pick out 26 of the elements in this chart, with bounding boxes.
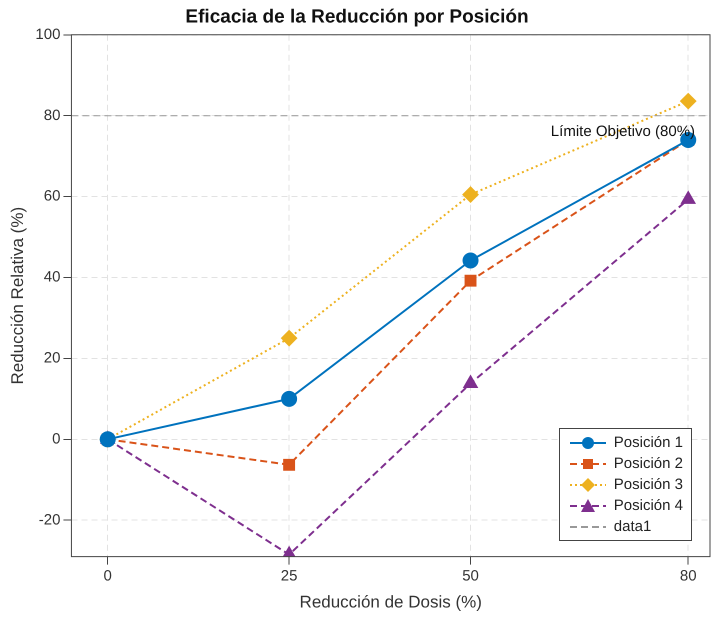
x-tick-label: 80 <box>680 568 697 585</box>
legend-label: Posición 4 <box>614 497 683 514</box>
y-tick-label: 0 <box>52 430 60 448</box>
x-tick-label: 0 <box>104 568 112 585</box>
x-tick-label: 50 <box>462 568 479 585</box>
legend-label: data1 <box>614 518 652 535</box>
y-tick-label: 80 <box>44 106 60 124</box>
y-tick-label: -20 <box>38 511 60 528</box>
legend-label: Posición 3 <box>614 476 683 493</box>
point <box>464 274 476 287</box>
point <box>462 252 479 269</box>
point <box>462 186 479 203</box>
chart-title: Eficacia de la Reducción por Posición <box>185 6 529 28</box>
legend-label: Posición 2 <box>614 455 683 472</box>
point <box>281 330 298 346</box>
point <box>680 93 696 110</box>
y-tick-label: 100 <box>35 26 60 43</box>
point <box>281 390 298 407</box>
legend-label: Posición 1 <box>614 434 683 451</box>
y-axis-title: Reducción Relativa (%) <box>8 206 27 385</box>
x-tick-label: 25 <box>280 568 298 585</box>
y-tick-label: 40 <box>44 268 60 286</box>
y-tick-label: 60 <box>44 188 60 205</box>
x-axis-title: Reducción de Dosis (%) <box>300 592 482 612</box>
y-tick-label: 20 <box>44 350 60 367</box>
point <box>283 458 296 471</box>
